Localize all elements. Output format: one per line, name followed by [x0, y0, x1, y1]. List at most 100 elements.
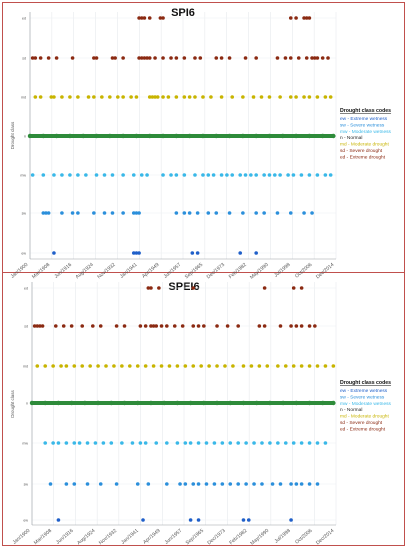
point-n: [228, 400, 233, 406]
point-md: [230, 95, 235, 99]
point-n: [227, 133, 232, 139]
point-mw: [225, 173, 229, 177]
point-sd: [219, 56, 224, 60]
point-sw: [98, 482, 103, 486]
point-sw: [241, 211, 245, 215]
point-mw: [273, 173, 277, 177]
y-tick-label: sd: [24, 325, 28, 329]
point-ew: [254, 251, 258, 255]
point-mw: [249, 173, 253, 177]
point-sd: [202, 324, 206, 328]
point-mw: [236, 441, 240, 445]
point-md: [64, 364, 69, 368]
x-tick-label: Sep/1965: [184, 262, 204, 280]
point-sd: [92, 56, 96, 60]
point-n: [41, 133, 46, 139]
point-ed: [137, 16, 141, 20]
point-sd: [191, 324, 196, 328]
point-n: [29, 400, 35, 406]
point-ed: [262, 286, 267, 290]
point-ew: [196, 518, 201, 522]
point-md: [241, 95, 245, 99]
point-n: [320, 400, 325, 406]
point-mw: [72, 441, 77, 445]
point-ew: [246, 518, 251, 522]
point-sd: [161, 56, 165, 60]
point-md: [108, 95, 112, 99]
legend-item: ew - Extreme wetness: [340, 116, 388, 122]
point-sd: [142, 56, 147, 60]
x-tick-label: Mar/1908: [33, 528, 53, 546]
point-sd: [243, 56, 248, 60]
point-md: [288, 95, 293, 99]
point-mw: [183, 441, 188, 445]
point-n: [135, 400, 140, 406]
point-sd: [169, 56, 173, 60]
point-md: [151, 364, 156, 368]
point-sd: [114, 324, 119, 328]
point-mw: [276, 441, 280, 445]
point-mw: [278, 173, 282, 177]
point-mw: [64, 441, 69, 445]
point-sd: [326, 56, 330, 60]
point-md: [60, 95, 64, 99]
point-ew: [289, 518, 293, 522]
point-md: [155, 95, 160, 99]
x-tick-label: Dec/2014: [315, 528, 335, 546]
point-sd: [30, 56, 35, 60]
point-mw: [206, 173, 211, 177]
point-mw: [307, 441, 312, 445]
point-sd: [113, 56, 117, 60]
point-mw: [228, 441, 233, 445]
point-mw: [85, 441, 90, 445]
point-sw: [182, 211, 187, 215]
point-sd: [288, 56, 293, 60]
x-tick-label: Feb/1982: [228, 528, 248, 546]
point-n: [122, 400, 127, 406]
point-mw: [244, 441, 248, 445]
legend-title: Drought class codes: [340, 380, 391, 386]
point-ed: [139, 16, 144, 20]
point-md: [59, 364, 63, 368]
point-n: [200, 133, 206, 139]
point-mw: [76, 173, 80, 177]
x-tick-label: Jun/1916: [55, 528, 75, 546]
point-md: [161, 95, 165, 99]
point-n: [56, 400, 61, 406]
point-ed: [147, 16, 152, 20]
point-mw: [84, 173, 88, 177]
point-mw: [220, 441, 225, 445]
point-mw: [188, 441, 193, 445]
point-n: [320, 133, 325, 139]
point-n: [280, 133, 285, 139]
point-sw: [76, 211, 80, 215]
point-n: [69, 400, 74, 406]
x-tick-label: Dec/1973: [206, 262, 226, 280]
point-md: [120, 364, 124, 368]
point-mw: [315, 441, 320, 445]
point-mw: [238, 173, 243, 177]
x-tick-label: Nov/1932: [98, 528, 118, 546]
point-sw: [204, 482, 209, 486]
point-sd: [307, 324, 312, 328]
point-sw: [165, 482, 169, 486]
point-sd: [225, 324, 230, 328]
point-ew: [241, 518, 246, 522]
point-sw: [220, 482, 225, 486]
point-n: [148, 400, 154, 406]
point-mw: [77, 441, 82, 445]
point-mw: [174, 173, 179, 177]
point-md: [174, 95, 179, 99]
point-ed: [142, 16, 147, 20]
point-sw: [102, 211, 107, 215]
legend-item: ed - Extreme drought: [340, 154, 386, 160]
point-n: [214, 400, 220, 406]
point-mw: [204, 441, 209, 445]
point-ed: [294, 16, 298, 20]
point-md: [291, 364, 296, 368]
point-ew: [52, 251, 56, 255]
point-sd: [315, 56, 320, 60]
point-md: [259, 95, 264, 99]
point-sd: [227, 56, 232, 60]
point-sd: [174, 56, 179, 60]
